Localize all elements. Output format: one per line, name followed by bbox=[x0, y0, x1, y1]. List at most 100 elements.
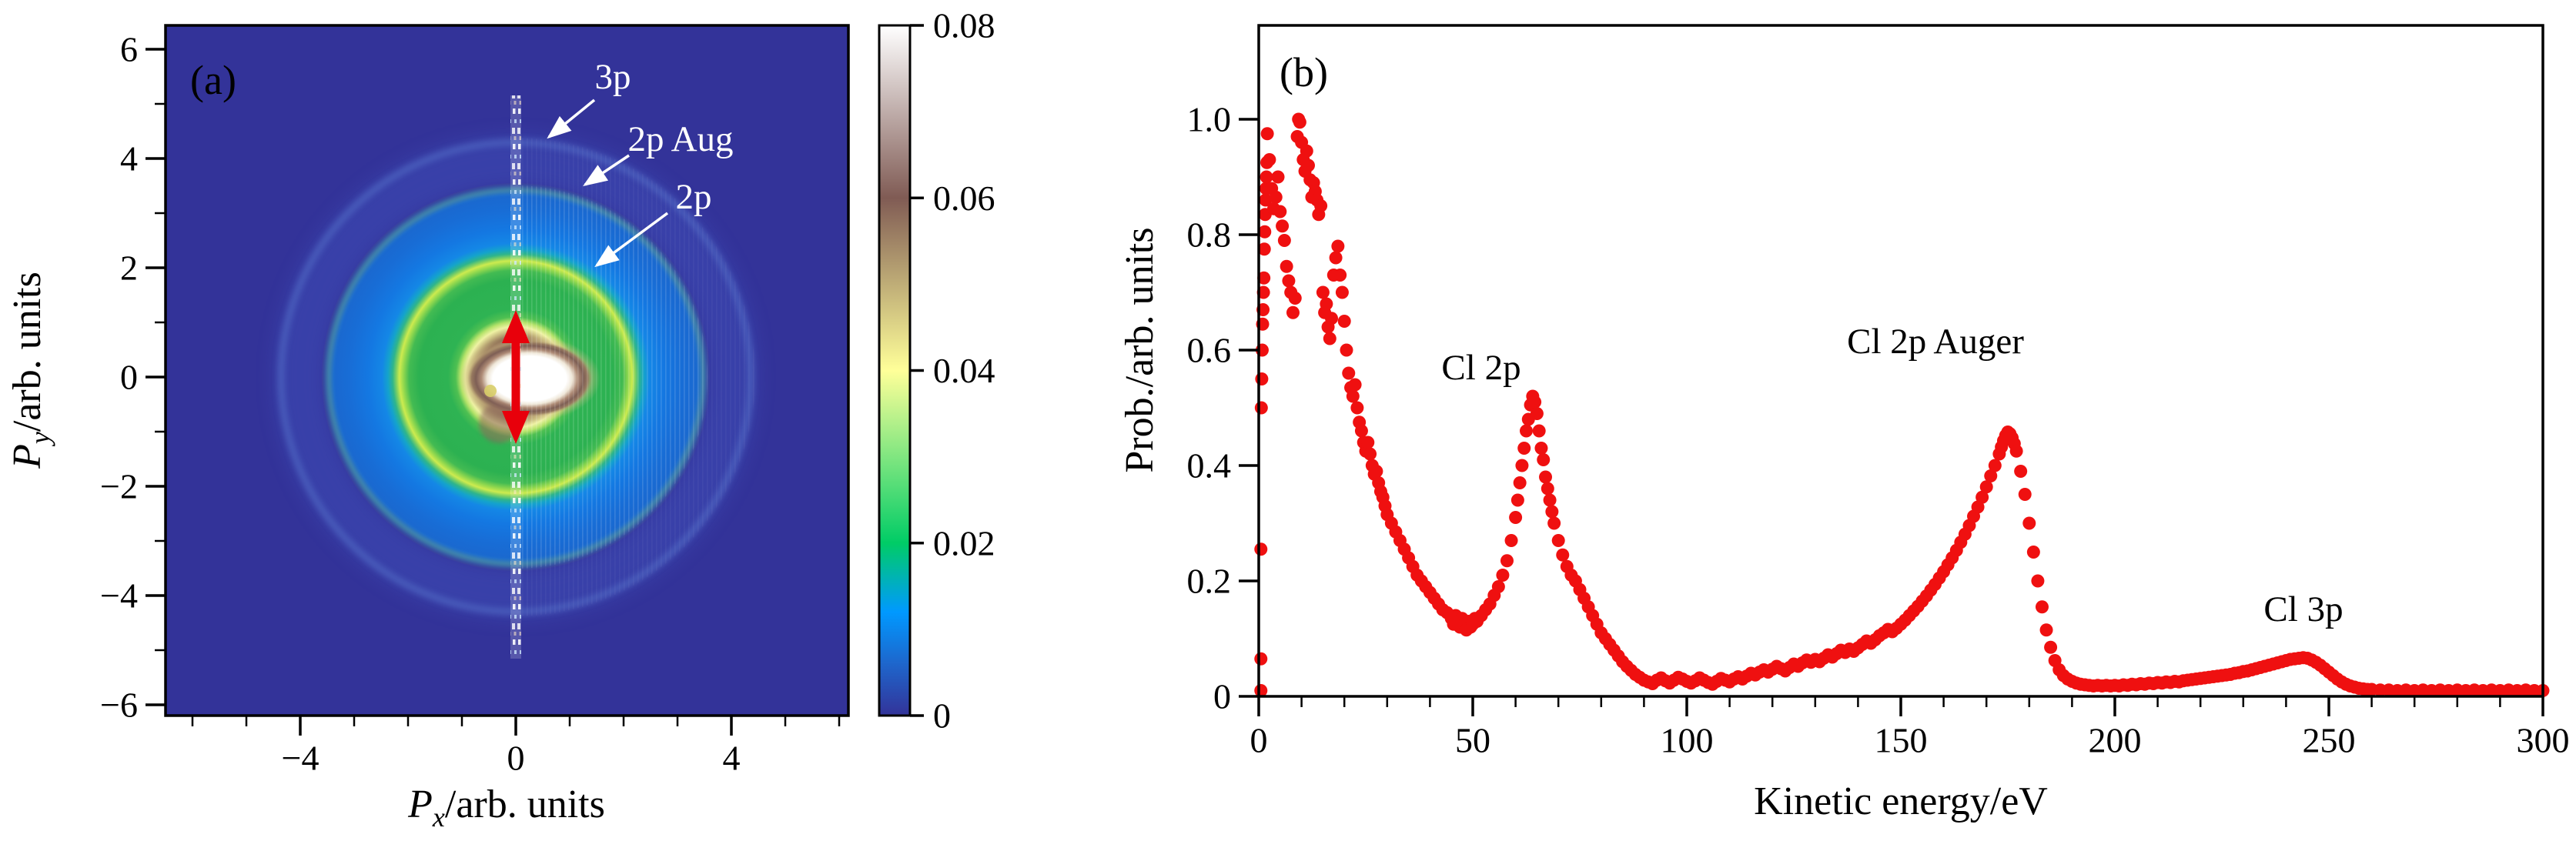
data-point bbox=[1348, 378, 1362, 392]
tick-label: 50 bbox=[1455, 721, 1490, 760]
tick-label: 200 bbox=[2089, 721, 2142, 760]
data-point bbox=[1509, 511, 1523, 524]
panel-b-yaxis-label: Prob./arb. units bbox=[1118, 227, 1162, 472]
data-point bbox=[2026, 546, 2040, 559]
data-point bbox=[1314, 199, 1328, 212]
data-point bbox=[1320, 297, 1333, 311]
panel-b-ticks bbox=[1239, 118, 2544, 716]
data-point bbox=[1325, 312, 1339, 325]
annotation-arrow-2p-icon bbox=[594, 212, 669, 268]
data-point bbox=[1370, 465, 1383, 478]
peak-label-cl2p-auger: Cl 2p Auger bbox=[1847, 322, 2024, 362]
tick-label: 0.06 bbox=[933, 179, 995, 218]
data-point bbox=[1333, 269, 1347, 282]
data-point bbox=[1551, 534, 1565, 547]
data-point bbox=[1532, 424, 1546, 438]
data-point bbox=[1504, 534, 1518, 547]
tick-label: 4 bbox=[723, 739, 741, 778]
data-point bbox=[1260, 170, 1273, 184]
data-point bbox=[1263, 153, 1276, 166]
data-point bbox=[1984, 469, 1998, 482]
data-point bbox=[1520, 424, 1533, 438]
tick-label: 300 bbox=[2517, 721, 2570, 760]
data-point bbox=[1342, 366, 1356, 380]
panel-a-ticks bbox=[146, 48, 841, 736]
data-point bbox=[1539, 470, 1553, 484]
tick-label: −6 bbox=[100, 686, 138, 725]
tick-label: −4 bbox=[100, 576, 138, 616]
tick-label: 0 bbox=[120, 358, 138, 397]
data-point bbox=[1975, 490, 1989, 504]
data-point bbox=[1282, 274, 1296, 288]
panel-a: 3p 2p Aug 2p (a) −4 0 4 −6 −4 −2 0 2 4 6 Px/arb. … bbox=[5, 24, 850, 833]
data-point bbox=[1286, 305, 1300, 319]
tick-label: 1.0 bbox=[1187, 100, 1232, 139]
data-point bbox=[1363, 447, 1377, 461]
data-point bbox=[1354, 424, 1368, 438]
vmi-image bbox=[275, 95, 757, 659]
data-point bbox=[2039, 623, 2053, 637]
data-point bbox=[1515, 459, 1529, 472]
tick-label: 100 bbox=[1661, 721, 1714, 760]
tick-label: 4 bbox=[120, 139, 138, 179]
tick-label: 0.04 bbox=[933, 351, 995, 390]
tick-label: 0.02 bbox=[933, 523, 995, 562]
colorbar-tick-labels: 0 0.02 0.04 0.06 0.08 bbox=[933, 6, 995, 736]
data-point bbox=[1541, 482, 1554, 496]
data-point bbox=[2044, 640, 2058, 654]
data-point bbox=[1288, 292, 1302, 305]
data-point bbox=[1323, 332, 1337, 345]
data-point bbox=[1276, 219, 1290, 233]
data-point bbox=[2018, 488, 2032, 501]
colorbar-ticks bbox=[910, 24, 924, 717]
tick-label: 0 bbox=[1213, 677, 1231, 716]
data-point bbox=[1547, 516, 1561, 530]
panel-b: 0 50 100 150 200 250 300 0 0.2 0.4 0.6 0.8 1.0 (b) C… bbox=[1118, 24, 2570, 823]
data-point bbox=[1260, 127, 1274, 141]
data-point bbox=[1301, 159, 1315, 172]
tick-label: 0.08 bbox=[933, 6, 995, 45]
panel-b-tick-labels: 0 50 100 150 200 250 300 0 0.2 0.4 0.6 0.8 1.0 bbox=[1187, 100, 2570, 760]
data-point bbox=[2009, 444, 2023, 458]
tick-label: 250 bbox=[2303, 721, 2356, 760]
data-point bbox=[2014, 465, 2028, 478]
data-point bbox=[2022, 516, 2036, 530]
data-point bbox=[1528, 395, 1542, 409]
ring-annotations bbox=[547, 98, 669, 268]
tick-label: 0 bbox=[1250, 721, 1268, 760]
data-point bbox=[1340, 343, 1353, 357]
data-point bbox=[1329, 251, 1343, 265]
data-point bbox=[1346, 389, 1360, 403]
tick-label: 0.8 bbox=[1187, 215, 1232, 255]
tick-label: 0.2 bbox=[1187, 562, 1232, 601]
tick-label: −4 bbox=[282, 739, 319, 778]
data-point bbox=[1979, 480, 1993, 494]
annotation-label-2p: 2p bbox=[676, 177, 712, 217]
data-point bbox=[1273, 205, 1287, 219]
data-point bbox=[1254, 401, 1268, 415]
data-point bbox=[2031, 574, 2045, 588]
panel-b-letter: (b) bbox=[1280, 49, 1328, 95]
annotation-arrow-2p-aug-icon bbox=[583, 154, 630, 186]
data-point bbox=[1513, 476, 1527, 489]
tick-label: 0 bbox=[507, 739, 525, 778]
tick-label: 0.4 bbox=[1187, 446, 1232, 486]
data-point bbox=[1534, 442, 1548, 455]
data-point bbox=[1500, 554, 1514, 568]
data-point bbox=[1361, 436, 1375, 449]
panel-a-letter: (a) bbox=[190, 57, 236, 103]
data-point bbox=[1277, 234, 1291, 247]
data-point bbox=[1257, 271, 1271, 285]
data-point bbox=[1496, 569, 1510, 582]
data-point bbox=[1257, 242, 1271, 256]
data-point bbox=[1337, 315, 1351, 328]
colorbar-gradient bbox=[879, 25, 910, 716]
tick-label: 150 bbox=[1875, 721, 1928, 760]
panel-a-yaxis-label: Py/arb. units bbox=[5, 272, 55, 469]
polarization-arrow-icon bbox=[502, 310, 530, 444]
annotation-arrow-3p-icon bbox=[547, 98, 596, 139]
data-point bbox=[1258, 225, 1272, 239]
right-half-noise bbox=[522, 138, 755, 616]
